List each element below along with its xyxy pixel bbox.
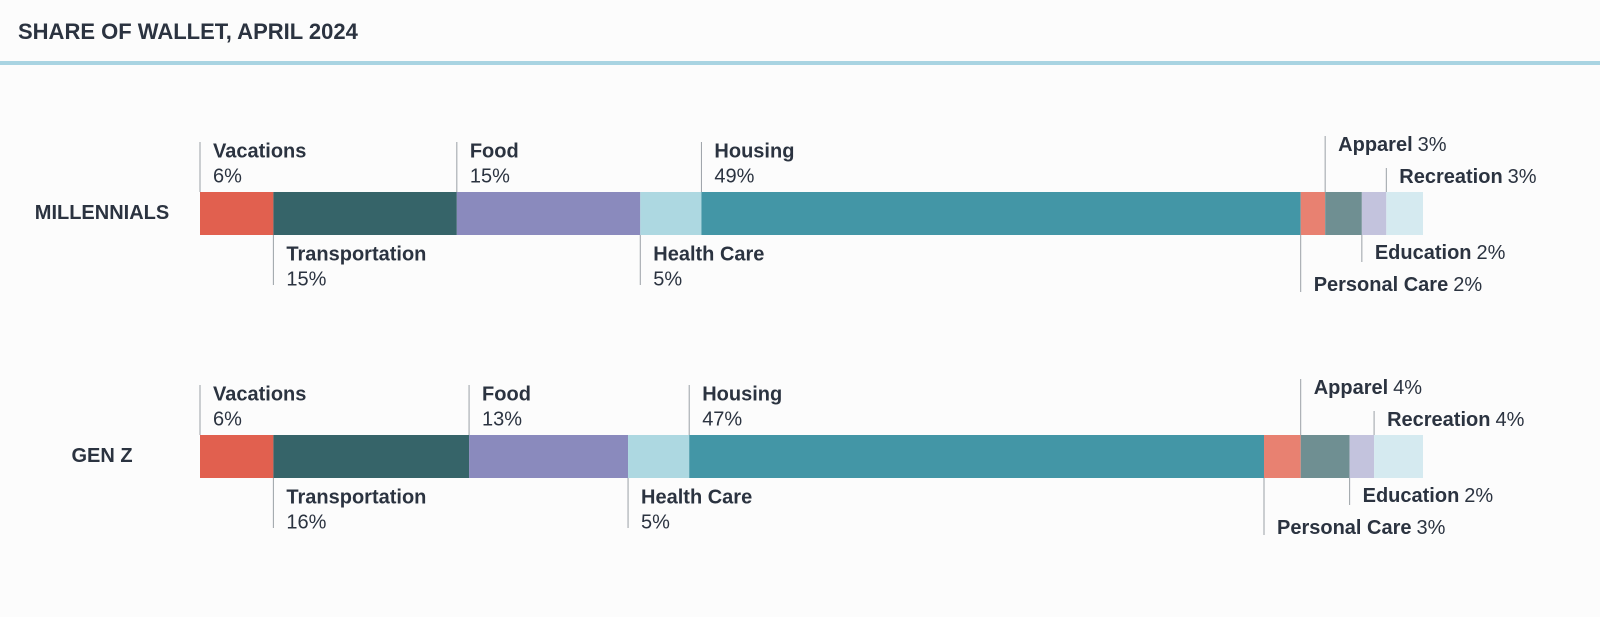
bar-segment [200,192,274,235]
segment-name: Education [1363,485,1460,507]
segment-name: Recreation [1399,166,1502,188]
bar-segment [689,435,1265,478]
segment-label: Education 2% [1363,485,1494,507]
segment-label: Recreation 3% [1399,166,1536,188]
segment-name: Apparel [1314,377,1388,399]
segment-value: 15% [470,165,510,187]
bar-segment [701,192,1301,235]
segment-label: Education 2% [1375,242,1506,264]
segment-name: Personal Care [1277,517,1412,539]
segment-value: 6% [213,165,242,187]
segment-label: Apparel 3% [1338,134,1447,156]
segment-value: 4% [1495,409,1524,431]
bar-segment [273,435,470,478]
segment-name: Health Care [641,486,752,508]
row-label: MILLENNIALS [35,202,169,224]
bar-segment [1264,435,1301,478]
bar-segment [1349,435,1375,478]
title-rule [0,61,1600,65]
segment-name: Housing [702,383,782,405]
segment-value: 2% [1464,485,1493,507]
segment-value: 3% [1508,166,1537,188]
segment-name: Health Care [653,243,764,265]
segment-name: Vacations [213,383,306,405]
segment-value: 16% [286,511,326,533]
segment-label: Apparel 4% [1314,377,1423,399]
segment-name: Recreation [1387,409,1490,431]
segment-name: Food [482,383,531,405]
segment-value: 5% [653,268,682,290]
segment-value: 47% [702,408,742,430]
segment-name: Education [1375,242,1472,264]
segment-value: 4% [1393,377,1422,399]
segment-value: 2% [1477,242,1506,264]
bar-segment [640,192,702,235]
bar-segment [1361,192,1387,235]
bar-segment [456,192,641,235]
segment-label: Recreation 4% [1387,409,1524,431]
bar-segment [1325,192,1362,235]
segment-name: Transportation [286,486,426,508]
segment-label: Personal Care 3% [1277,517,1446,539]
segment-value: 5% [641,511,670,533]
row-label: GEN Z [71,445,132,467]
segment-name: Food [470,140,519,162]
bar-segment [469,435,629,478]
bar-segment [1374,435,1423,478]
bar-segment [1300,435,1350,478]
segment-value: 13% [482,408,522,430]
chart-title: SHARE OF WALLET, APRIL 2024 [18,19,359,44]
segment-name: Vacations [213,140,306,162]
bar-segment [1300,192,1326,235]
segment-value: 2% [1453,274,1482,296]
segment-name: Apparel [1338,134,1412,156]
segment-name: Housing [714,140,794,162]
segment-name: Transportation [286,243,426,265]
segment-value: 3% [1418,134,1447,156]
segment-label: Personal Care 2% [1314,274,1483,296]
segment-value: 49% [714,165,754,187]
segment-name: Personal Care [1314,274,1449,296]
bar-segment [1386,192,1423,235]
bar-segment [273,192,457,235]
bar-segment [200,435,274,478]
segment-value: 6% [213,408,242,430]
segment-value: 15% [286,268,326,290]
bar-segment [628,435,690,478]
segment-value: 3% [1417,517,1446,539]
